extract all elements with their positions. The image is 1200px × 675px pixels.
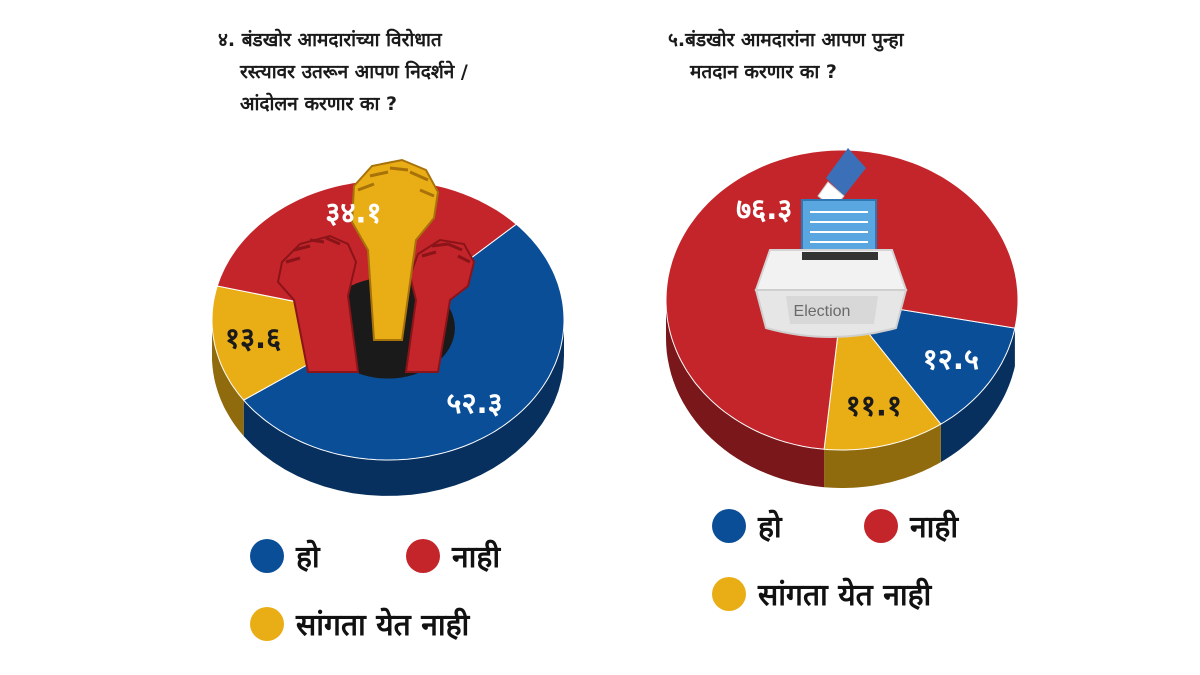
chart-title: ४. बंडखोर आमदारांच्या विरोधात रस्त्यावर … (218, 24, 468, 120)
slice-label-no: ३४.१ (325, 195, 381, 229)
pie-side-yes (243, 320, 564, 496)
chart-title: ५.बंडखोर आमदारांना आपण पुन्हा मतदान करणा… (668, 24, 904, 88)
chart-title-line: मतदान करणार का ? (690, 61, 837, 83)
slice-label-cant_say: १३.६ (225, 321, 281, 355)
slice-label-yes: ५२.३ (446, 386, 502, 420)
pie-side-yes (940, 328, 1015, 463)
ballot-box-icon: Election (754, 148, 908, 338)
chart-title-line: आंदोलन करणार का ? (240, 93, 398, 115)
chart-title-line: रस्त्यावर उतरून आपण निदर्शने / (240, 61, 468, 83)
slice-label-no: ७६.३ (736, 192, 792, 226)
chart-panel-revote: ५.बंडखोर आमदारांना आपण पुन्हा मतदान करणा… (630, 0, 1190, 675)
slice-label-yes: १२.५ (923, 342, 979, 376)
pie-side-cant_say (824, 424, 941, 488)
chart-title-line: ४. बंडखोर आमदारांच्या विरोधात (218, 29, 442, 51)
slice-label-cant_say: ११.१ (846, 389, 902, 423)
chart-title-line: ५.बंडखोर आमदारांना आपण पुन्हा (668, 29, 904, 51)
pie-chart-revote: Election १२.५ ११.१ ७६.३ (665, 148, 1019, 488)
pie-slice-cant_say (823, 298, 942, 451)
donut-chart-rally: ५२.३ १३.६ ३४.१ (211, 158, 565, 496)
pie-side-no (666, 300, 825, 488)
ballot-box-label: Election (794, 303, 851, 320)
raised-fists-icon (276, 158, 476, 373)
